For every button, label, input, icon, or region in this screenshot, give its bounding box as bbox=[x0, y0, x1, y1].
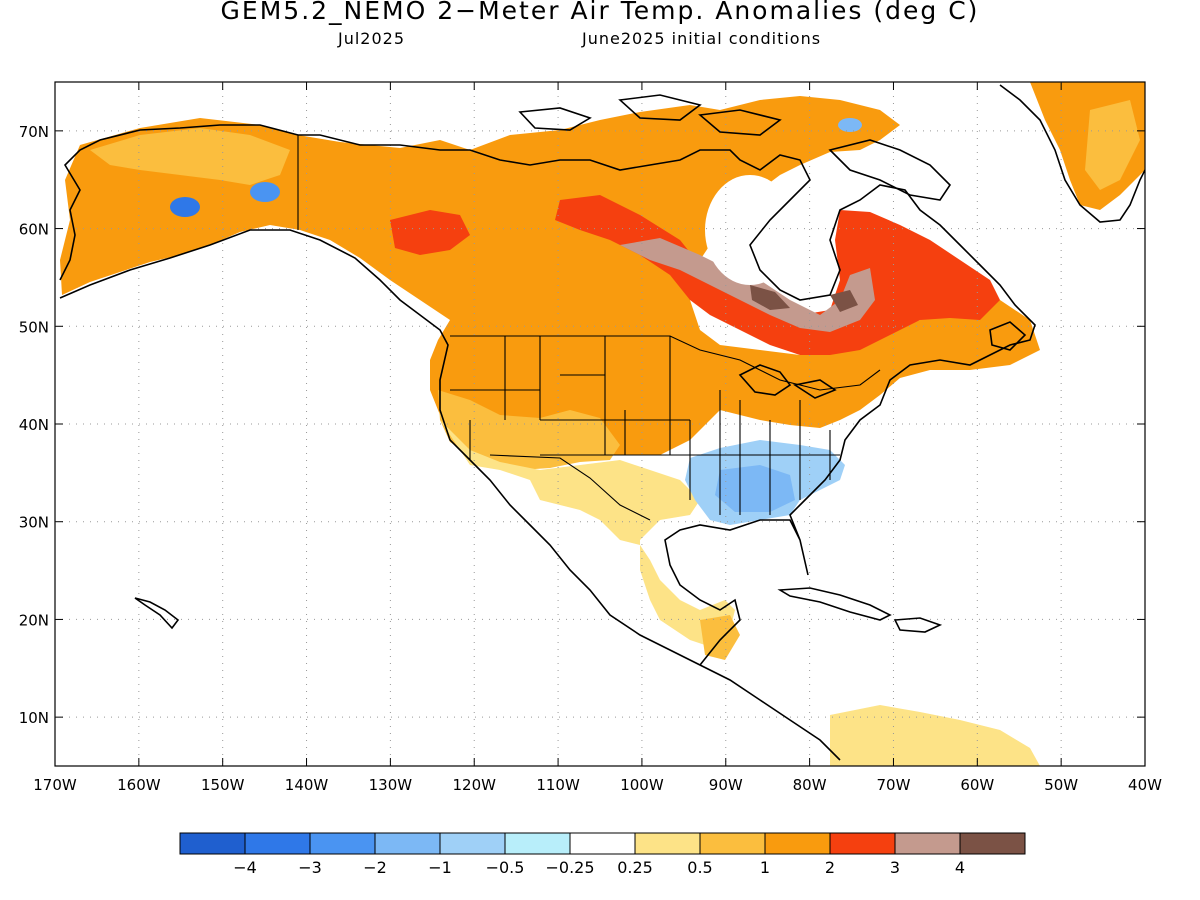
lon-label: 100W bbox=[620, 776, 664, 794]
anomaly-region-mexico-yellow bbox=[440, 420, 735, 650]
valid-month-label: Jul2025 bbox=[338, 29, 406, 48]
legend-label: −0.5 bbox=[486, 858, 525, 877]
lon-label: 70W bbox=[877, 776, 911, 794]
anomaly-region-nw-red bbox=[390, 210, 470, 255]
anomaly-region-southeast-cooler bbox=[715, 465, 795, 512]
legend-swatch bbox=[179, 832, 246, 855]
axis-labels: 70N 60N 50N 40N 30N 20N 10N 170W 160W 150W 140W 130… bbox=[19, 123, 1162, 794]
legend-swatch bbox=[764, 832, 831, 855]
coastline-baffin bbox=[828, 139, 952, 201]
political-boundaries bbox=[297, 135, 881, 521]
anomaly-spot-alaska-cold-2 bbox=[250, 182, 280, 202]
lat-label: 20N bbox=[19, 611, 49, 629]
legend-label: −4 bbox=[233, 858, 257, 877]
legend-label: −2 bbox=[363, 858, 387, 877]
legend-label: −0.25 bbox=[545, 858, 594, 877]
anomaly-spot-arctic-cold bbox=[838, 118, 862, 132]
legend-swatch bbox=[829, 832, 896, 855]
anomaly-region-alaska-canada bbox=[60, 96, 1040, 455]
lon-label: 160W bbox=[117, 776, 161, 794]
anomaly-region-labrador-brown-dark bbox=[750, 285, 790, 310]
coastline-hispaniola bbox=[893, 617, 943, 633]
anomaly-region-centralamerica-orange bbox=[700, 615, 740, 660]
lon-label: 60W bbox=[960, 776, 994, 794]
anomaly-region-greenland-light bbox=[1085, 100, 1140, 190]
coastlines bbox=[59, 84, 1145, 761]
legend-swatch bbox=[309, 832, 376, 855]
lon-label: 170W bbox=[33, 776, 77, 794]
coastline-great-lakes bbox=[738, 364, 837, 399]
lat-label: 60N bbox=[19, 221, 49, 239]
legend-swatch bbox=[439, 832, 506, 855]
color-legend: −4 −3 −2 −1 −0.5 −0.25 0.25 0.5 1 2 3 4 bbox=[179, 832, 1026, 877]
legend-swatch bbox=[894, 832, 961, 855]
coastline-hawaii bbox=[134, 597, 180, 630]
legend-label: −3 bbox=[298, 858, 322, 877]
us-state-lines bbox=[450, 336, 840, 515]
legend-swatch bbox=[374, 832, 441, 855]
legend-swatch bbox=[699, 832, 766, 855]
coastline-arctic-island-3 bbox=[518, 107, 592, 131]
lon-label: 120W bbox=[452, 776, 496, 794]
legend-label: 2 bbox=[825, 858, 835, 877]
legend-swatch bbox=[569, 832, 636, 855]
anomaly-spot-hudsonbay-white bbox=[705, 175, 795, 285]
coastline-arctic-island-1 bbox=[618, 94, 702, 121]
anomaly-region-quebec-brown-dark bbox=[830, 290, 858, 312]
border-us-canada bbox=[450, 335, 881, 391]
anomaly-region-southamerica-yellow bbox=[830, 705, 1040, 766]
coastline-cuba bbox=[777, 587, 892, 621]
coastline-arctic-island-2 bbox=[698, 109, 782, 136]
lat-label: 30N bbox=[19, 514, 49, 532]
legend-label: 1 bbox=[760, 858, 770, 877]
legend-label: 3 bbox=[890, 858, 900, 877]
initial-conditions-label: June2025 initial conditions bbox=[582, 29, 822, 48]
lat-label: 10N bbox=[19, 709, 49, 727]
coastline-north-america bbox=[59, 124, 1036, 761]
legend-swatch bbox=[959, 832, 1026, 855]
lon-label: 80W bbox=[793, 776, 827, 794]
anomaly-region-westus-light bbox=[438, 390, 620, 470]
lat-label: 40N bbox=[19, 416, 49, 434]
anomaly-region-alaska-light bbox=[90, 128, 290, 185]
coastline-newfoundland bbox=[989, 321, 1027, 351]
lat-label: 50N bbox=[19, 318, 49, 336]
anomaly-region-hudson-red bbox=[555, 195, 1000, 355]
lon-label: 140W bbox=[285, 776, 329, 794]
lat-label: 70N bbox=[19, 123, 49, 141]
legend-swatch bbox=[634, 832, 701, 855]
lon-label: 90W bbox=[709, 776, 743, 794]
lon-label: 150W bbox=[201, 776, 245, 794]
legend-label: 4 bbox=[955, 858, 965, 877]
lon-label: 40W bbox=[1128, 776, 1162, 794]
legend-swatch bbox=[504, 832, 571, 855]
legend-label: 0.25 bbox=[617, 858, 653, 877]
graticule bbox=[54, 82, 1146, 766]
legend-label: 0.5 bbox=[687, 858, 712, 877]
lon-label: 130W bbox=[369, 776, 413, 794]
coastline-greenland bbox=[999, 84, 1145, 223]
anomaly-region-labrador-brown-light bbox=[620, 238, 875, 332]
map-title: GEM5.2_NEMO 2−Meter Air Temp. Anomalies … bbox=[220, 0, 980, 25]
anomaly-field bbox=[60, 82, 1145, 766]
border-us-mexico bbox=[489, 454, 651, 521]
lon-label: 110W bbox=[536, 776, 580, 794]
anomaly-spot-alaska-cold-1 bbox=[170, 197, 200, 217]
legend-label: −1 bbox=[428, 858, 452, 877]
legend-swatch bbox=[244, 832, 311, 855]
lon-label: 50W bbox=[1044, 776, 1078, 794]
